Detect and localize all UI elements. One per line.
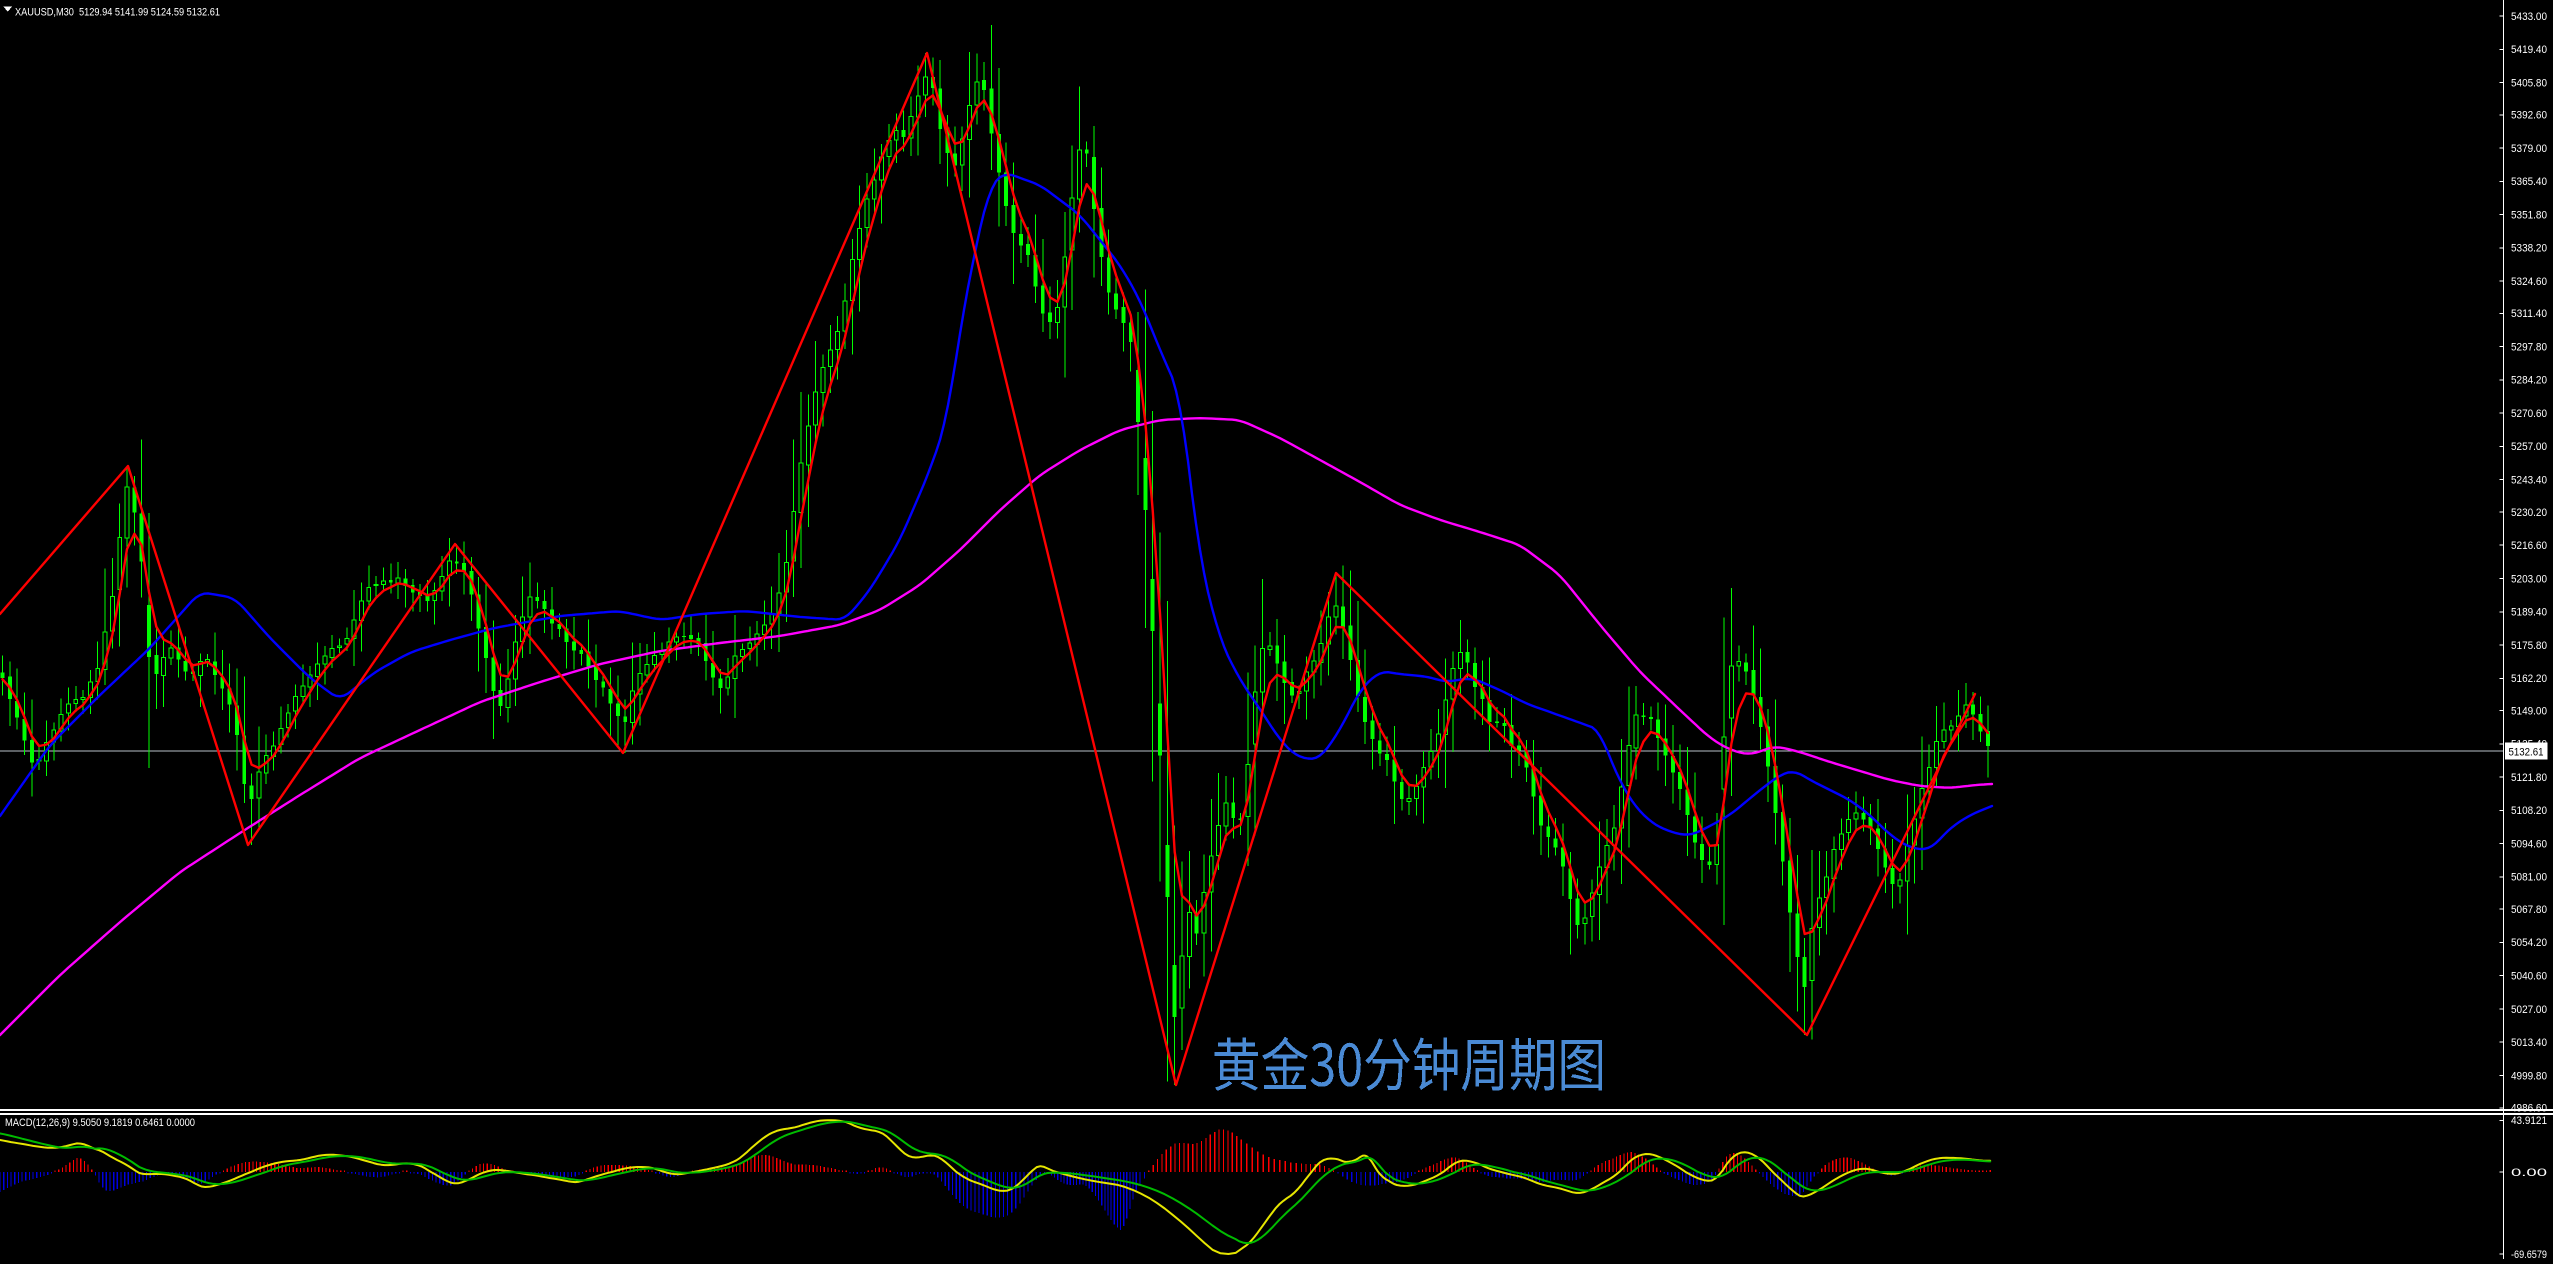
svg-text:4999.80: 4999.80 bbox=[2511, 1070, 2547, 1082]
svg-text:5311.40: 5311.40 bbox=[2511, 308, 2547, 320]
svg-text:5067.80: 5067.80 bbox=[2511, 904, 2547, 916]
svg-text:5189.40: 5189.40 bbox=[2511, 607, 2547, 619]
svg-text:5270.60: 5270.60 bbox=[2511, 408, 2547, 420]
svg-text:5338.20: 5338.20 bbox=[2511, 243, 2547, 255]
svg-text:5324.60: 5324.60 bbox=[2511, 276, 2547, 288]
svg-text:5013.40: 5013.40 bbox=[2511, 1037, 2547, 1049]
svg-text:MACD(12,26,9) 9.5050 9.1819 0.: MACD(12,26,9) 9.5050 9.1819 0.6461 0.000… bbox=[5, 1117, 195, 1129]
svg-text:5203.00: 5203.00 bbox=[2511, 573, 2547, 585]
svg-text:5419.40: 5419.40 bbox=[2511, 44, 2547, 56]
svg-text:5392.60: 5392.60 bbox=[2511, 110, 2547, 122]
svg-text:5433.00: 5433.00 bbox=[2511, 11, 2547, 23]
svg-text:43.9121: 43.9121 bbox=[2511, 1115, 2547, 1127]
svg-text:5284.20: 5284.20 bbox=[2511, 375, 2547, 387]
svg-text:-69.6579: -69.6579 bbox=[2511, 1249, 2547, 1259]
svg-text:5379.00: 5379.00 bbox=[2511, 143, 2547, 155]
svg-text:5230.20: 5230.20 bbox=[2511, 507, 2547, 519]
svg-text:5121.80: 5121.80 bbox=[2511, 772, 2547, 784]
svg-text:5365.40: 5365.40 bbox=[2511, 176, 2547, 188]
svg-text:5175.80: 5175.80 bbox=[2511, 640, 2547, 652]
svg-text:5094.60: 5094.60 bbox=[2511, 838, 2547, 850]
svg-text:5257.00: 5257.00 bbox=[2511, 441, 2547, 453]
svg-text:5216.60: 5216.60 bbox=[2511, 540, 2547, 552]
svg-text:5054.20: 5054.20 bbox=[2511, 937, 2547, 949]
svg-text:5297.80: 5297.80 bbox=[2511, 342, 2547, 354]
svg-text:5081.00: 5081.00 bbox=[2511, 872, 2547, 884]
svg-text:5243.40: 5243.40 bbox=[2511, 475, 2547, 487]
svg-text:5405.80: 5405.80 bbox=[2511, 77, 2547, 89]
svg-text:0.00: 0.00 bbox=[2511, 1167, 2547, 1179]
svg-text:5027.00: 5027.00 bbox=[2511, 1004, 2547, 1016]
svg-text:5040.60: 5040.60 bbox=[2511, 971, 2547, 983]
svg-text:4986.60: 4986.60 bbox=[2511, 1103, 2547, 1115]
svg-text:XAUUSD,M30 5129.94 5141.99 51: XAUUSD,M30 5129.94 5141.99 5124.59 5132.… bbox=[15, 7, 220, 19]
svg-text:5108.20: 5108.20 bbox=[2511, 805, 2547, 817]
svg-text:5162.20: 5162.20 bbox=[2511, 673, 2547, 685]
svg-text:5149.00: 5149.00 bbox=[2511, 705, 2547, 717]
svg-text:5351.80: 5351.80 bbox=[2511, 209, 2547, 221]
svg-text:5132.61: 5132.61 bbox=[2509, 746, 2544, 758]
